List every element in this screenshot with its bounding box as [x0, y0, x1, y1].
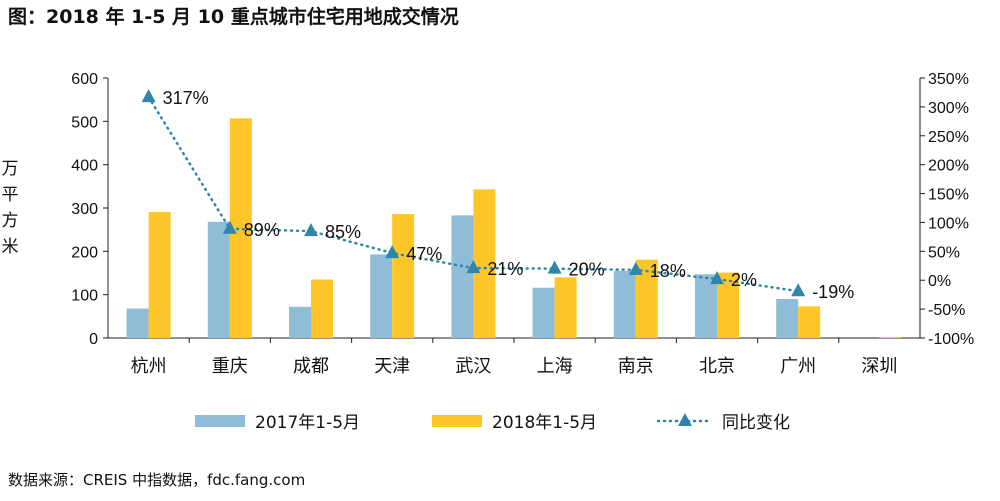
yoy-marker [385, 245, 400, 259]
yoy-marker [791, 283, 806, 297]
yoy-marker [466, 260, 481, 274]
x-tick-label: 上海 [537, 356, 573, 377]
yoy-data-label: 47% [406, 244, 442, 264]
y2-tick-label: -50% [928, 302, 965, 319]
bar-2017 [613, 270, 636, 338]
x-tick-label: 成都 [293, 356, 329, 377]
y2-tick-label: 350% [928, 71, 969, 88]
data-labels: 317% 89% 85% 47% 21% 20% 18% 2% -19% [163, 88, 855, 302]
yoy-data-label: 89% [244, 220, 280, 240]
y-axis-label-char: 方 [2, 211, 19, 231]
y-axis-label-char: 万 [2, 159, 19, 179]
yoy-data-label: 21% [487, 259, 523, 279]
yoy-data-label: 85% [325, 222, 361, 242]
bar-2017 [451, 215, 474, 338]
legend-swatch-2018 [432, 415, 482, 427]
x-tick-label: 南京 [618, 356, 654, 377]
yoy-marker [628, 261, 643, 275]
yoy-data-label: 18% [650, 261, 686, 281]
legend-swatch-2017 [195, 415, 245, 427]
y-tick-label: 400 [71, 158, 98, 175]
x-tick-label: 北京 [699, 356, 735, 377]
y-tick-label: 0 [89, 331, 98, 348]
bar-2018 [635, 259, 658, 338]
legend-label-yoy: 同比变化 [722, 413, 790, 433]
legend-label-2017: 2017年1-5月 [255, 413, 360, 433]
x-tick-label: 武汉 [455, 356, 491, 377]
x-tick-label: 天津 [374, 356, 410, 377]
bar-2018 [473, 189, 496, 338]
x-tick-label: 重庆 [212, 356, 248, 377]
yoy-data-label: 2% [731, 270, 757, 290]
bar-2017 [207, 221, 230, 338]
yoy-marker [222, 220, 237, 234]
source-note: 数据来源：CREIS 中指数据，fdc.fang.com [8, 471, 306, 489]
y2-tick-label: -100% [928, 331, 974, 348]
axes: 0 100 200 300 400 500 600 -100% -50% 0% 50% 100% 150… [2, 71, 975, 377]
y-tick-label: 500 [71, 114, 98, 131]
bar-2017 [532, 287, 555, 338]
yoy-data-label: 20% [569, 260, 605, 280]
y-tick-label: 200 [71, 244, 98, 261]
bar-2018 [879, 337, 902, 338]
yoy-data-label: -19% [812, 282, 854, 302]
bar-2018 [311, 279, 333, 338]
y-tick-label: 100 [71, 288, 98, 305]
y2-tick-label: 250% [928, 129, 969, 146]
bar-2017 [695, 274, 717, 338]
chart-title: 图：2018 年 1-5 月 10 重点城市住宅用地成交情况 [8, 6, 459, 28]
bars [126, 118, 902, 338]
yoy-marker [710, 271, 724, 285]
x-tick-label: 广州 [780, 356, 816, 377]
y2-tick-label: 300% [928, 100, 969, 117]
bar-2018 [554, 277, 577, 338]
bar-2017 [126, 308, 149, 338]
y2-tick-label: 0% [928, 273, 951, 290]
y-axis-label-char: 米 [2, 237, 19, 257]
yoy-marker [141, 89, 156, 103]
x-tick-label: 杭州 [131, 356, 167, 377]
y2-tick-label: 150% [928, 187, 969, 204]
y-tick-label: 300 [71, 201, 98, 218]
bar-2017 [289, 306, 311, 338]
bar-2018 [229, 118, 252, 338]
legend-swatch-yoy-marker [678, 413, 692, 426]
bar-2018 [392, 214, 415, 338]
yoy-marker [547, 260, 562, 274]
bar-2018 [798, 306, 821, 338]
bar-2017 [370, 254, 393, 338]
y2-tick-label: 200% [928, 158, 969, 175]
legend-label-2018: 2018年1-5月 [492, 413, 597, 433]
bar-2018 [148, 211, 171, 338]
yoy-data-label: 317% [163, 88, 209, 108]
bar-2017 [776, 299, 799, 338]
legend: 2017年1-5月 2018年1-5月 同比变化 [195, 413, 790, 433]
bar-2018 [717, 272, 739, 338]
y-tick-label: 600 [71, 71, 98, 88]
y2-tick-label: 50% [928, 244, 960, 261]
yoy-marker [304, 223, 318, 237]
y2-tick-label: 100% [928, 215, 969, 232]
x-tick-label: 深圳 [861, 356, 897, 377]
yoy-line [141, 89, 806, 297]
y-axis-label-char: 平 [2, 185, 19, 205]
